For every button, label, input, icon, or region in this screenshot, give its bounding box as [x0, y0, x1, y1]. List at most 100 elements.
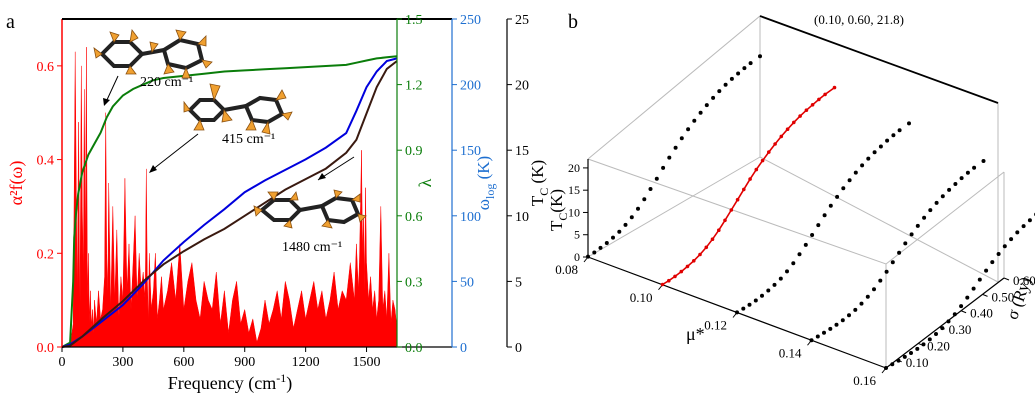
data-dot: [965, 295, 970, 300]
data-dot: [748, 61, 753, 66]
data-dot: [661, 165, 666, 170]
data-dot: [698, 110, 703, 115]
data-dot: [934, 200, 939, 205]
data-dot: [903, 241, 908, 246]
data-dot: [928, 208, 933, 213]
sigma-tick-label: 0.40: [970, 306, 993, 321]
data-dot: [742, 66, 747, 71]
highlight-dot: [667, 278, 671, 283]
tc-3d-axis-title: TC(K): [547, 189, 570, 231]
data-dot: [896, 358, 901, 363]
data-dot: [878, 144, 883, 149]
data-dot: [1021, 224, 1026, 229]
data-dot: [741, 306, 746, 311]
x-tick-label: 600: [173, 355, 194, 370]
molecule-220-image: [93, 29, 213, 79]
highlight-dot: [804, 108, 809, 112]
panel-b-label: b: [568, 11, 578, 33]
data-dot: [860, 163, 865, 168]
wlog-tick-label: 100: [460, 210, 481, 225]
highlight-dot: [754, 167, 759, 172]
highlight-dot: [832, 85, 837, 90]
highlight-dot: [692, 259, 696, 263]
data-dot: [847, 313, 851, 318]
data-dot: [623, 222, 628, 227]
data-dot: [952, 312, 957, 317]
tc-3d-tick-label: 5: [574, 228, 580, 242]
wlog-tick-label: 200: [460, 79, 481, 94]
data-dot: [604, 241, 609, 245]
lambda-tick-label: 1.2: [405, 79, 423, 94]
data-dot: [636, 206, 640, 211]
data-dot: [717, 89, 722, 94]
data-dot: [872, 150, 877, 155]
data-dot: [735, 310, 739, 315]
panel-a: a 0 300 600 900 1200 15000.00.20.40.60.00.30.…: [6, 11, 551, 394]
sigma-tick-label: 0.20: [927, 338, 950, 353]
box-floor-back: [759, 156, 999, 283]
tc-3d-tick-label: 0: [574, 250, 580, 264]
tc-tick-label: 5: [515, 275, 522, 290]
data-dot: [940, 326, 945, 331]
data-dot: [642, 197, 647, 202]
data-dot: [753, 298, 758, 303]
data-dot: [902, 354, 907, 359]
data-dot: [667, 155, 672, 160]
data-dot: [723, 82, 728, 87]
highlight-curve: [662, 86, 835, 286]
sigma-3d-axis: [885, 277, 1005, 369]
data-dot: [1027, 218, 1032, 223]
lambda-tick-label: 0.0: [405, 341, 423, 356]
highlight-dot: [760, 158, 765, 163]
data-dot: [679, 136, 684, 141]
highlight-dot: [685, 264, 690, 269]
sigma-tick-label: 0.30: [949, 322, 972, 337]
data-dot: [711, 95, 716, 100]
data-dot: [897, 128, 902, 133]
data-dot: [940, 194, 945, 199]
wlog-tick-label: 150: [460, 144, 481, 159]
data-dot: [803, 242, 808, 247]
data-dot: [598, 245, 603, 250]
highlight-dot: [673, 274, 677, 279]
highlight-dot: [735, 197, 740, 202]
data-dot: [766, 288, 771, 293]
box-back-frame: [587, 15, 999, 282]
x-tick-label: 1500: [353, 355, 381, 370]
data-dot: [865, 294, 870, 299]
curves-layer: [61, 55, 398, 348]
data-dot: [772, 282, 777, 287]
data-dot: [736, 71, 741, 76]
highlight-dot: [773, 142, 777, 146]
mu-3d-axis-title: μ*: [686, 324, 705, 344]
data-dot: [1009, 237, 1014, 242]
tc-3d-tick-label: 20: [568, 161, 580, 175]
data-dot: [835, 194, 840, 199]
panel-a-label: a: [6, 11, 15, 33]
wlog-tick-label: 50: [460, 275, 474, 290]
data-dot: [729, 76, 734, 81]
x-tick-label: 300: [112, 355, 133, 370]
data-dot: [859, 301, 864, 306]
data-dot: [692, 118, 697, 123]
highlight-dot: [779, 134, 784, 139]
data-dot: [907, 121, 911, 126]
data-dot: [947, 187, 952, 192]
data-dot: [890, 260, 895, 265]
mu-tick-label: 0.14: [779, 345, 802, 360]
data-dot: [915, 346, 920, 351]
mode-1480-label: 1480 cm⁻¹: [282, 240, 342, 255]
sigma-tick-mark: [960, 310, 967, 314]
data-dot: [704, 103, 709, 108]
wlog-tick-label: 0: [460, 341, 467, 356]
lambda-tick-label: 1.5: [405, 13, 423, 28]
mode-220-arrowhead: [103, 98, 110, 106]
mode-415-arrow: [151, 133, 199, 171]
data-dot: [785, 269, 789, 274]
data-dot: [885, 138, 890, 143]
highlight-dot: [767, 150, 771, 154]
x-tick-label: 0: [59, 355, 66, 370]
sigma-tick-mark: [982, 293, 988, 297]
